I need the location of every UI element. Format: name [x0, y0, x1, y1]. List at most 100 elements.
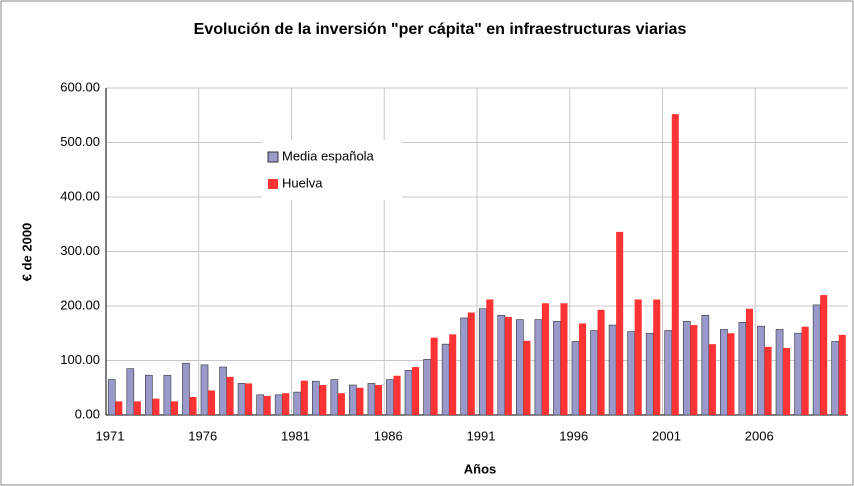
bar	[664, 330, 673, 416]
bar	[337, 393, 345, 415]
bar	[478, 308, 487, 416]
bar	[764, 346, 772, 415]
legend-box	[262, 140, 402, 200]
bar	[516, 319, 524, 416]
y-tick-label: 200.00	[60, 297, 100, 312]
bar	[356, 387, 364, 415]
x-tick-label: 1996	[559, 428, 588, 443]
bar	[682, 320, 691, 416]
bar	[133, 401, 141, 415]
bar	[430, 337, 438, 415]
bar	[282, 393, 290, 415]
bar	[467, 312, 475, 415]
y-tick-label: 300.00	[60, 243, 100, 258]
bar	[701, 314, 710, 416]
bar	[560, 303, 568, 415]
bar	[263, 395, 271, 415]
bar	[523, 340, 531, 415]
bar	[107, 379, 116, 416]
bar	[708, 344, 716, 415]
bar	[412, 367, 420, 415]
bar	[608, 324, 617, 416]
legend-swatch	[268, 179, 278, 189]
bar	[367, 383, 376, 416]
y-axis-label: € de 2000	[19, 223, 34, 282]
y-tick-label: 400.00	[60, 188, 100, 203]
bar	[237, 383, 246, 416]
bar	[300, 380, 308, 415]
bar	[838, 334, 846, 415]
bar	[441, 343, 450, 416]
bar	[170, 401, 178, 415]
x-tick-label: 1991	[467, 428, 496, 443]
x-tick-label: 2001	[652, 428, 681, 443]
bar	[226, 376, 234, 415]
bar	[541, 303, 549, 415]
y-tick-label: 500.00	[60, 134, 100, 149]
y-tick-label: 0.00	[75, 406, 100, 421]
bar	[374, 385, 383, 415]
bar	[590, 330, 598, 416]
bar	[831, 341, 840, 416]
bar	[534, 319, 543, 416]
bar	[812, 304, 821, 416]
bar	[553, 320, 561, 416]
chart-title: Evolución de la inversión "per cápita" e…	[194, 21, 687, 38]
bar	[671, 114, 679, 415]
bar	[163, 374, 172, 416]
y-tick-label: 600.00	[60, 79, 100, 94]
bar	[801, 326, 809, 415]
bar	[449, 334, 457, 415]
bar	[152, 398, 160, 415]
bar	[182, 362, 190, 416]
bar	[486, 299, 494, 415]
bar	[293, 391, 302, 416]
bar	[256, 394, 264, 416]
bar	[330, 379, 339, 416]
bar	[634, 299, 642, 415]
bar	[274, 394, 283, 416]
bar	[189, 397, 197, 415]
y-tick-label: 100.00	[60, 352, 100, 367]
bar	[720, 329, 728, 416]
bar	[404, 370, 413, 416]
bar	[145, 374, 153, 416]
bar	[504, 316, 512, 415]
bar	[616, 231, 624, 415]
bar	[311, 380, 320, 416]
bar	[386, 379, 394, 416]
bar	[126, 368, 135, 416]
bar	[775, 329, 784, 416]
x-tick-label: 1971	[96, 428, 125, 443]
bar	[727, 333, 735, 415]
bar	[497, 314, 506, 416]
bar	[115, 401, 123, 415]
x-tick-label: 1986	[374, 428, 403, 443]
x-tick-label: 2006	[745, 428, 774, 443]
bar	[423, 359, 431, 416]
bar	[738, 322, 747, 416]
bar	[597, 309, 605, 415]
bar	[571, 341, 580, 416]
x-axis-label: Años	[464, 461, 497, 476]
bar	[757, 325, 765, 416]
bar	[200, 364, 209, 416]
bar	[645, 332, 654, 416]
x-tick-label: 1976	[188, 428, 217, 443]
bar	[349, 384, 357, 416]
x-tick-label: 1981	[281, 428, 310, 443]
bar	[627, 331, 635, 416]
bar	[745, 308, 754, 415]
legend-swatch	[267, 151, 279, 163]
bar	[794, 332, 802, 416]
bar	[460, 317, 469, 416]
bar	[208, 390, 216, 415]
bar	[653, 299, 661, 415]
bar	[245, 383, 253, 415]
legend-label: Media española	[282, 148, 375, 163]
bar	[690, 325, 698, 415]
bar	[783, 347, 791, 415]
bar	[393, 375, 401, 415]
bar	[820, 295, 828, 415]
